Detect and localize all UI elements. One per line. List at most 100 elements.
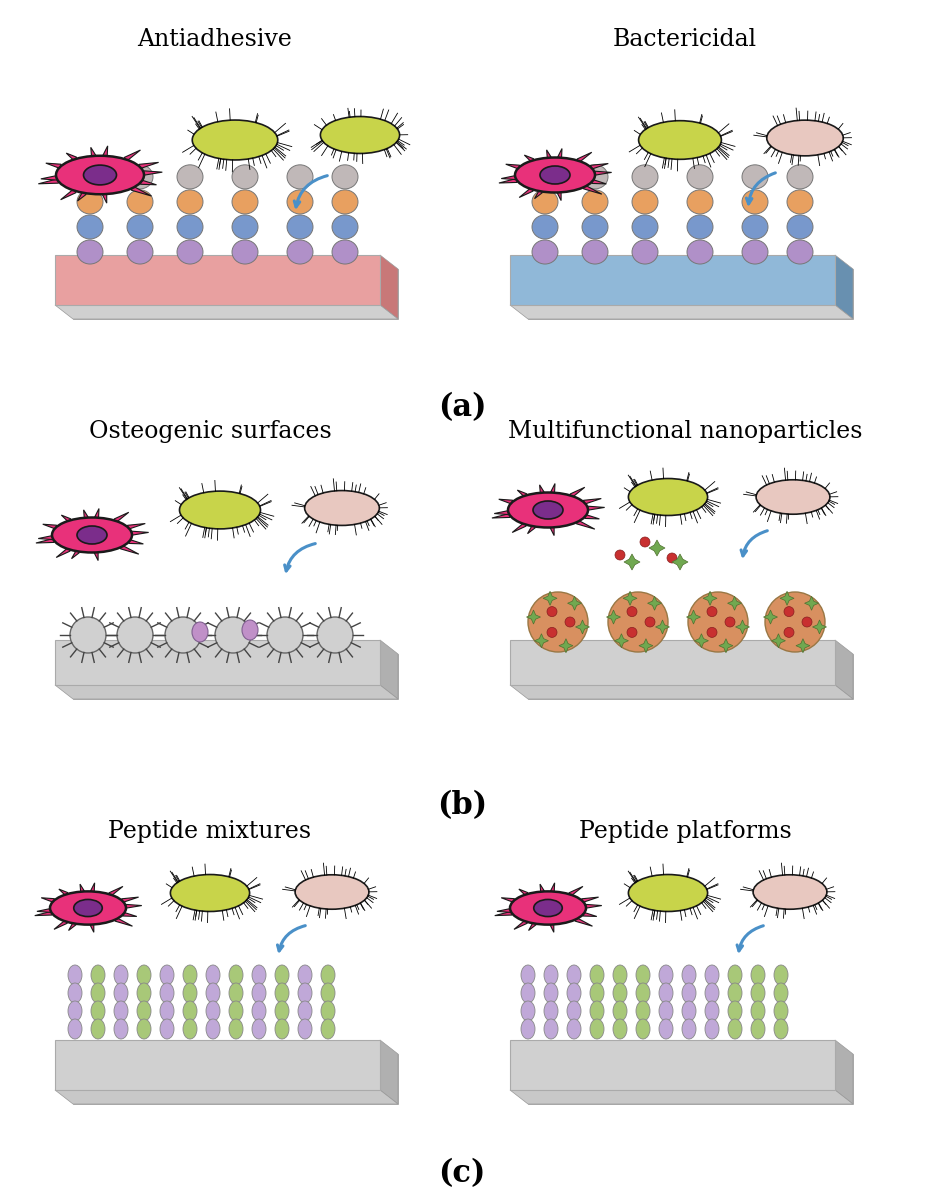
Polygon shape [812,620,827,634]
Polygon shape [38,535,53,540]
Polygon shape [42,898,55,902]
Polygon shape [115,918,132,926]
Polygon shape [510,1040,835,1090]
Polygon shape [559,638,573,653]
Ellipse shape [192,120,278,160]
Ellipse shape [91,1019,105,1039]
Polygon shape [575,918,593,926]
Polygon shape [131,186,152,196]
Ellipse shape [774,965,788,985]
Ellipse shape [544,1001,558,1021]
Ellipse shape [751,1019,765,1039]
Polygon shape [550,527,554,535]
Ellipse shape [533,502,563,518]
Ellipse shape [590,1001,604,1021]
Ellipse shape [52,517,132,552]
Ellipse shape [751,965,765,985]
Circle shape [317,617,353,653]
Ellipse shape [582,164,608,188]
Polygon shape [71,550,80,559]
Polygon shape [499,179,517,184]
Ellipse shape [77,526,107,544]
Polygon shape [78,192,86,202]
Circle shape [70,617,106,653]
Ellipse shape [508,492,588,528]
Circle shape [117,617,153,653]
Text: (c): (c) [438,1158,486,1189]
Polygon shape [517,490,526,497]
Polygon shape [728,596,742,611]
Ellipse shape [659,1019,673,1039]
Text: Bactericidal: Bactericidal [613,28,757,50]
Text: (b): (b) [437,790,487,821]
Circle shape [627,628,637,637]
Polygon shape [568,596,582,611]
Polygon shape [796,638,810,653]
Polygon shape [528,923,536,930]
Ellipse shape [229,1001,243,1021]
Ellipse shape [787,190,813,214]
Polygon shape [103,146,107,156]
Polygon shape [540,884,544,892]
Circle shape [547,628,557,637]
Polygon shape [583,912,597,917]
Ellipse shape [114,1019,128,1039]
Polygon shape [672,554,688,570]
Polygon shape [570,487,585,498]
Polygon shape [639,638,653,653]
Circle shape [640,538,650,547]
Circle shape [784,607,794,617]
Circle shape [688,592,748,652]
Ellipse shape [252,1001,266,1021]
Polygon shape [55,685,398,698]
Polygon shape [35,911,52,916]
Ellipse shape [114,1001,128,1021]
Polygon shape [510,1090,853,1104]
Ellipse shape [321,1019,335,1039]
Circle shape [645,617,655,626]
Ellipse shape [127,240,153,264]
Ellipse shape [659,983,673,1003]
Polygon shape [497,908,511,912]
Ellipse shape [229,983,243,1003]
Ellipse shape [742,215,768,239]
Polygon shape [94,552,98,560]
Ellipse shape [242,620,258,640]
Ellipse shape [298,965,312,985]
Ellipse shape [751,1001,765,1021]
Polygon shape [590,163,609,169]
Polygon shape [38,179,58,184]
Ellipse shape [632,240,658,264]
Polygon shape [575,620,589,634]
Ellipse shape [728,983,742,1003]
Ellipse shape [127,164,153,188]
Ellipse shape [787,240,813,264]
Polygon shape [510,640,835,685]
Ellipse shape [77,164,103,188]
Ellipse shape [298,983,312,1003]
Ellipse shape [68,965,82,985]
Ellipse shape [705,965,719,985]
Ellipse shape [687,240,713,264]
Polygon shape [587,506,605,510]
Polygon shape [90,924,93,932]
Polygon shape [557,192,561,200]
Ellipse shape [232,215,258,239]
Ellipse shape [137,1001,151,1021]
Ellipse shape [636,983,650,1003]
Ellipse shape [613,1019,627,1039]
Polygon shape [695,634,709,648]
Polygon shape [527,526,536,534]
Polygon shape [91,883,94,892]
Polygon shape [510,254,835,305]
Circle shape [608,592,668,652]
Ellipse shape [160,1001,174,1021]
Circle shape [528,592,588,652]
Polygon shape [67,154,77,161]
Polygon shape [780,592,794,605]
Text: Antiadhesive: Antiadhesive [138,28,292,50]
Ellipse shape [659,1001,673,1021]
Ellipse shape [582,190,608,214]
Polygon shape [686,610,700,624]
Ellipse shape [590,965,604,985]
